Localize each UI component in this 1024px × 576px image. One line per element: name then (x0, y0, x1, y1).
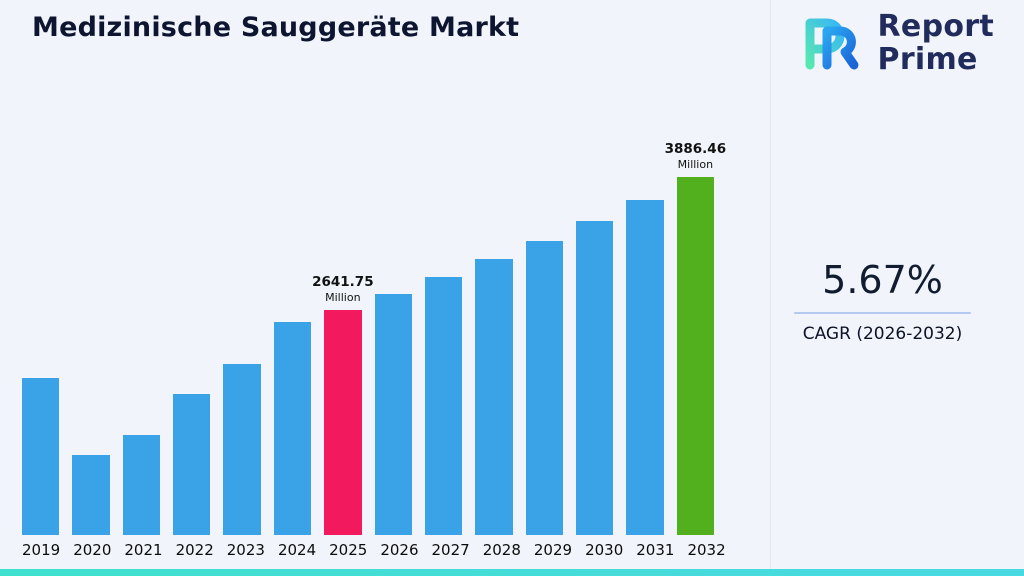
chart-bars: 2641.75 Million 3886.46 Million (22, 115, 726, 535)
panel-divider (770, 0, 771, 569)
brand-name-line1: Report (877, 9, 994, 44)
x-label-2021: 2021 (124, 541, 163, 559)
bar-2028 (475, 259, 513, 535)
chart-labels: 2019 2020 2021 2022 2023 2024 2025 2026 2027 2028… (22, 541, 726, 559)
x-label-2020: 2020 (73, 541, 112, 559)
bar-cell-2026 (374, 294, 412, 535)
bar-2019 (22, 378, 60, 535)
bar-2030 (575, 221, 614, 535)
report-prime-logo-icon (796, 8, 868, 78)
bar-value-label-2032: 3886.46 Million (664, 141, 727, 171)
bar-cell-2027 (424, 277, 463, 535)
bar-cell-2029 (525, 241, 563, 535)
page-title: Medizinische Sauggeräte Markt (32, 12, 520, 43)
bar-cell-2028 (475, 259, 513, 535)
brand-name: Report Prime (878, 10, 994, 76)
bar-cell-2022 (173, 394, 211, 535)
bar-cell-2020 (72, 455, 110, 535)
x-label-2031: 2031 (636, 541, 675, 559)
bar-cell-2024 (273, 322, 312, 535)
bar-cell-2030 (575, 221, 614, 535)
bar-2025 (324, 310, 362, 535)
brand: Report Prime (796, 8, 994, 78)
cagr-label: CAGR (2026-2032) (802, 324, 963, 344)
bar-cell-2019 (22, 378, 60, 535)
x-label-2032: 2032 (687, 541, 726, 559)
bar-2026 (374, 294, 412, 535)
bar-cell-2032: 3886.46 Million (665, 141, 726, 535)
brand-name-line2: Prime (877, 42, 978, 77)
x-label-2030: 2030 (585, 541, 624, 559)
x-label-2023: 2023 (226, 541, 265, 559)
cagr-block: 5.67% CAGR (2026-2032) (790, 258, 975, 344)
bar-2024 (273, 322, 312, 535)
bar-cell-2021 (122, 435, 161, 535)
cagr-value: 5.67% (822, 258, 943, 302)
cagr-underline (794, 312, 971, 314)
bar-cell-2023 (223, 364, 261, 535)
bar-cell-2031 (626, 200, 664, 535)
x-label-2027: 2027 (431, 541, 470, 559)
x-label-2019: 2019 (22, 541, 61, 559)
bar-cell-2025: 2641.75 Million (312, 274, 374, 535)
x-label-2028: 2028 (482, 541, 521, 559)
bar-2020 (72, 455, 110, 535)
bar-2022 (173, 394, 211, 535)
bar-chart: 2641.75 Million 3886.46 Million 2019 2020 202… (22, 115, 726, 559)
bar-2021 (122, 435, 161, 535)
bar-2027 (424, 277, 463, 535)
x-label-2022: 2022 (175, 541, 214, 559)
bar-2032 (676, 177, 715, 535)
bottom-accent-bar (0, 569, 1024, 576)
bar-2031 (626, 200, 664, 535)
x-label-2029: 2029 (533, 541, 573, 559)
bar-value-label-2025: 2641.75 Million (312, 274, 374, 304)
bar-2029 (525, 241, 563, 535)
x-label-2026: 2026 (380, 541, 419, 559)
x-label-2025: 2025 (329, 541, 368, 559)
x-label-2024: 2024 (277, 541, 317, 559)
bar-2023 (223, 364, 261, 535)
